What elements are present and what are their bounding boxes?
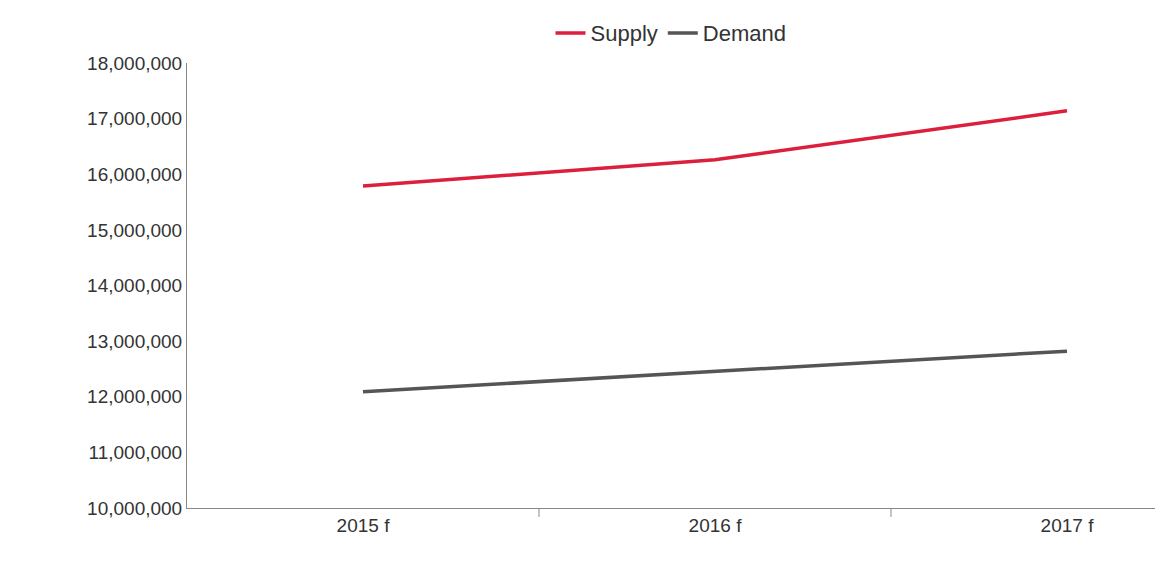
svg-text:2015 f: 2015 f <box>337 515 391 536</box>
svg-text:2016 f: 2016 f <box>689 515 743 536</box>
svg-text:10,000,000: 10,000,000 <box>87 498 182 519</box>
svg-text:Supply: Supply <box>591 21 658 46</box>
svg-text:11,000,000: 11,000,000 <box>89 442 183 463</box>
svg-text:13,000,000: 13,000,000 <box>87 331 182 352</box>
svg-text:15,000,000: 15,000,000 <box>87 220 182 241</box>
svg-text:14,000,000: 14,000,000 <box>87 275 182 296</box>
svg-text:17,000,000: 17,000,000 <box>87 108 182 129</box>
svg-text:2017 f: 2017 f <box>1041 515 1095 536</box>
svg-text:16,000,000: 16,000,000 <box>87 164 182 185</box>
svg-text:18,000,000: 18,000,000 <box>87 53 182 74</box>
svg-text:12,000,000: 12,000,000 <box>87 386 182 407</box>
svg-text:Demand: Demand <box>703 21 786 46</box>
